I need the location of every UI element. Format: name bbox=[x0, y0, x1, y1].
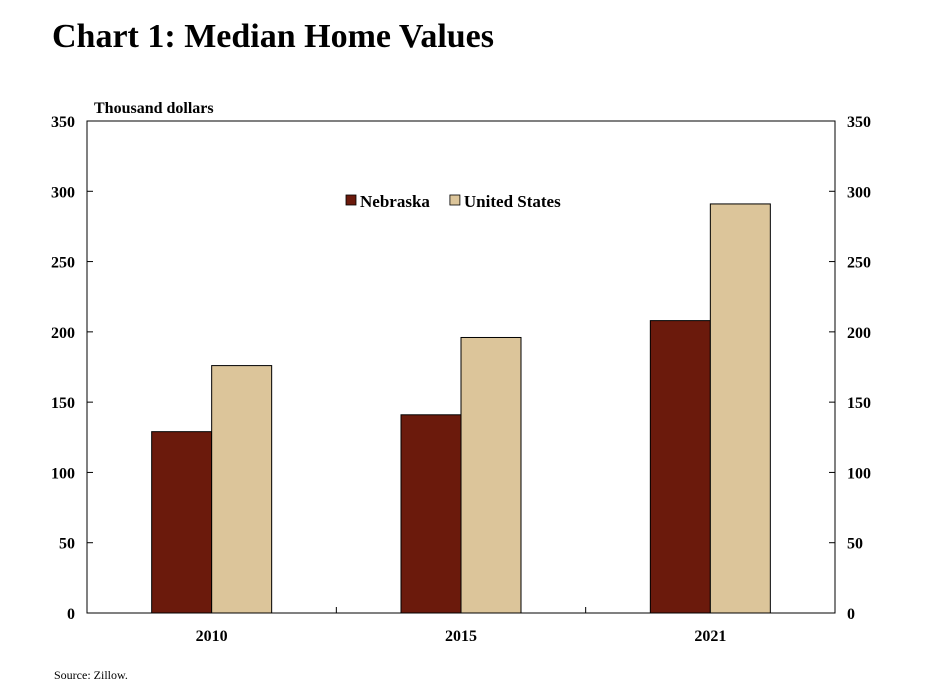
y-axis-unit-label: Thousand dollars bbox=[94, 100, 214, 117]
right-y-tick-label: 350 bbox=[847, 114, 871, 131]
left-y-tick-label: 0 bbox=[67, 606, 75, 623]
right-y-tick-label: 250 bbox=[847, 255, 871, 272]
legend-label-nebraska: Nebraska bbox=[360, 192, 430, 211]
bars-group bbox=[151, 203, 771, 614]
right-y-tick-label: 50 bbox=[847, 536, 863, 553]
right-y-tick-label: 0 bbox=[847, 606, 855, 623]
bar-united-states-2010 bbox=[211, 365, 273, 614]
left-y-tick-label: 150 bbox=[51, 395, 75, 412]
x-axis: 2010 2015 2021 bbox=[196, 607, 726, 645]
right-y-tick-label: 150 bbox=[847, 395, 871, 412]
legend-label-united-states: United States bbox=[464, 192, 561, 211]
left-y-tick-label: 50 bbox=[59, 536, 75, 553]
left-y-tick-label: 200 bbox=[51, 325, 75, 342]
right-y-axis: 0 50 100 150 200 250 300 350 bbox=[829, 114, 871, 623]
legend-swatch-united-states bbox=[449, 194, 461, 206]
left-y-tick-label: 300 bbox=[51, 184, 75, 201]
right-y-tick-label: 300 bbox=[847, 184, 871, 201]
bar-nebraska-2015 bbox=[400, 414, 462, 614]
source-note: Source: Zillow. bbox=[54, 668, 128, 682]
x-tick-label: 2010 bbox=[196, 628, 228, 645]
left-y-tick-label: 250 bbox=[51, 255, 75, 272]
bar-nebraska-2010 bbox=[151, 431, 213, 614]
x-tick-label: 2021 bbox=[694, 628, 726, 645]
bar-united-states-2021 bbox=[709, 203, 771, 614]
right-y-tick-label: 200 bbox=[847, 325, 871, 342]
chart-title: Chart 1: Median Home Values bbox=[52, 18, 494, 55]
left-y-tick-label: 350 bbox=[51, 114, 75, 131]
right-y-tick-label: 100 bbox=[847, 465, 871, 482]
legend: Nebraska United States bbox=[345, 192, 561, 211]
bar-nebraska-2021 bbox=[649, 320, 711, 614]
left-y-axis: 0 50 100 150 200 250 300 350 bbox=[51, 114, 93, 623]
left-y-tick-label: 100 bbox=[51, 465, 75, 482]
legend-swatch-nebraska bbox=[345, 194, 357, 206]
bar-united-states-2015 bbox=[460, 336, 522, 614]
x-tick-label: 2015 bbox=[445, 628, 477, 645]
plot-frame bbox=[86, 120, 836, 614]
